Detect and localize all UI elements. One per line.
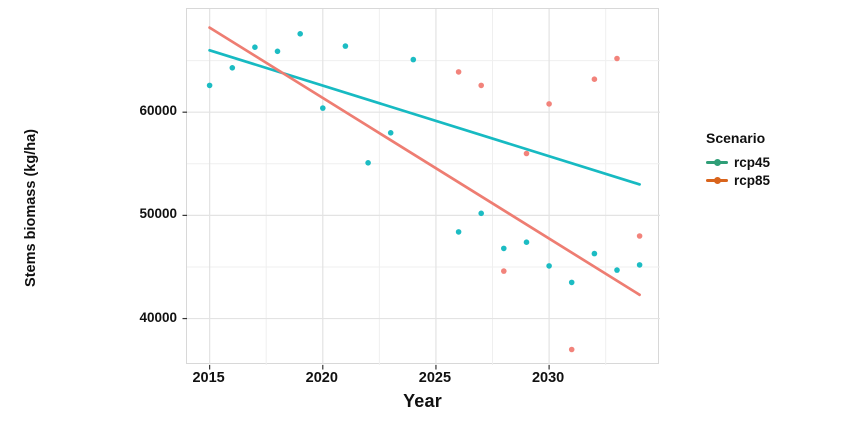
legend-title: Scenario [706, 130, 766, 146]
y-axis-title: Stems biomass (kg/ha) [23, 129, 39, 287]
data-point-rcp45 [297, 31, 303, 37]
data-point-rcp45 [320, 105, 326, 111]
legend-item-label: rcp45 [734, 154, 771, 170]
x-tick-label: 2030 [531, 370, 565, 386]
legend-items: rcp45 rcp85 [706, 153, 770, 189]
y-tick-label: 50000 [139, 206, 177, 222]
data-point-rcp45 [342, 43, 349, 49]
data-point-rcp45 [455, 229, 462, 235]
legend-item-label: rcp85 [734, 172, 771, 188]
data-point-rcp45 [252, 44, 258, 50]
data-point-rcp85 [614, 55, 620, 62]
data-point-rcp45 [636, 262, 643, 268]
data-point-rcp85 [546, 101, 552, 107]
data-point-rcp85 [523, 150, 530, 157]
data-point-rcp85 [478, 82, 485, 89]
data-point-rcp85 [455, 69, 462, 75]
data-point-rcp45 [478, 210, 485, 217]
data-point-rcp45 [501, 245, 507, 252]
data-point-rcp85 [568, 346, 575, 353]
legend: Scenario rcp45 rcp85 [706, 130, 770, 189]
legend-item-rcp85: rcp85 [706, 171, 770, 189]
legend-key-icon [706, 156, 728, 168]
x-tick-label: 2025 [418, 370, 452, 386]
trend-line-rcp85 [208, 26, 641, 297]
y-tick-label: 40000 [139, 309, 177, 325]
data-point-rcp85 [636, 233, 643, 239]
data-point-rcp85 [591, 76, 598, 82]
trend-line-rcp45 [208, 48, 641, 186]
data-point-rcp45 [546, 263, 552, 269]
x-tick-label: 2020 [305, 370, 338, 386]
x-axis-title: Year [403, 391, 442, 411]
data-point-rcp45 [410, 56, 417, 63]
y-tick-label: 60000 [139, 103, 177, 119]
plot-panel [182, 8, 660, 370]
data-point-rcp45 [591, 250, 598, 257]
data-point-rcp45 [523, 239, 530, 245]
data-point-rcp45 [229, 65, 236, 71]
data-point-rcp45 [206, 82, 213, 89]
data-point-rcp45 [365, 160, 371, 166]
data-point-rcp85 [501, 268, 507, 274]
data-point-rcp45 [387, 130, 394, 136]
data-point-rcp45 [614, 267, 620, 273]
data-point-rcp45 [274, 48, 281, 55]
data-point-rcp45 [568, 279, 575, 286]
legend-key-icon [706, 174, 728, 186]
x-tick-label: 2015 [192, 370, 225, 386]
legend-item-rcp45: rcp45 [706, 153, 770, 171]
chart-canvas [182, 9, 660, 370]
